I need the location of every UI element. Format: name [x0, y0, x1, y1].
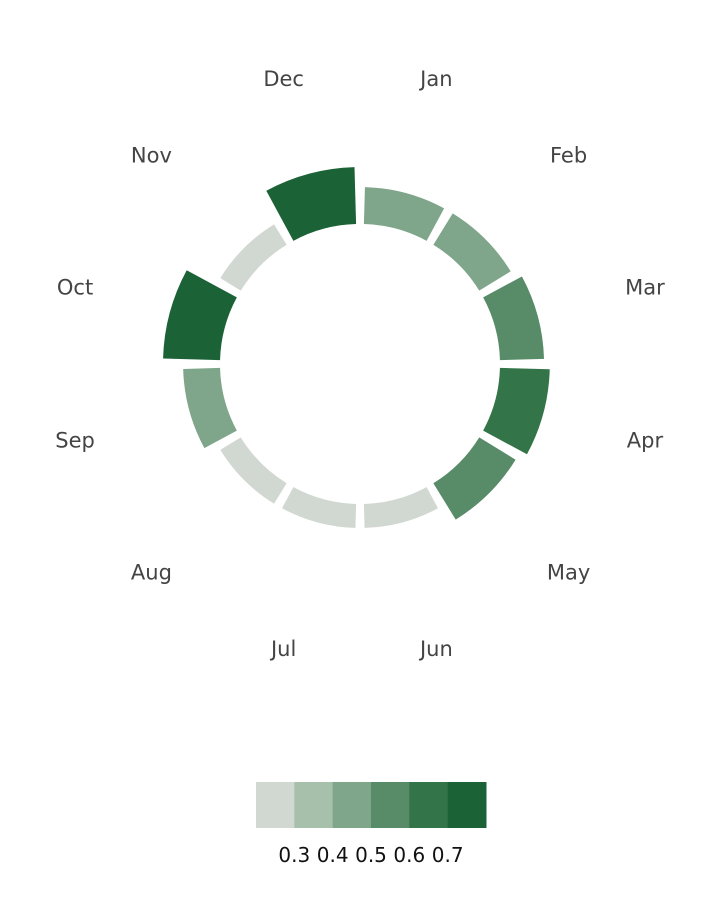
bar-may: [433, 437, 516, 520]
legend-tick-label: 0.5: [355, 843, 387, 867]
month-label-feb: Feb: [550, 143, 587, 167]
bars-layer: [163, 167, 550, 528]
legend-tick-label: 0.4: [317, 843, 349, 867]
bar-aug: [220, 437, 287, 504]
month-label-may: May: [547, 561, 590, 585]
month-label-sep: Sep: [55, 428, 95, 452]
bar-sep: [183, 367, 237, 449]
month-label-nov: Nov: [131, 143, 172, 167]
month-label-oct: Oct: [57, 276, 93, 300]
month-label-jun: Jun: [418, 637, 453, 661]
legend-swatch-3: [371, 782, 410, 828]
legend-swatch-1: [294, 782, 334, 828]
legend-tick-label: 0.7: [432, 843, 464, 867]
month-label-dec: Dec: [263, 67, 304, 91]
legend-tick-label: 0.6: [393, 843, 425, 867]
bar-jan: [363, 187, 445, 241]
color-legend: 0.3 0.4 0.5 0.6 0.7: [256, 782, 487, 867]
bar-jun: [363, 487, 439, 528]
month-labels-layer: Jan Feb Mar Apr May Jun Jul Aug Sep Oct Nov Dec: [55, 67, 665, 661]
legend-swatch-0: [256, 782, 295, 828]
month-label-jan: Jan: [418, 67, 452, 91]
bar-jul: [281, 487, 357, 528]
month-label-jul: Jul: [269, 637, 296, 661]
legend-tick-label: 0.3: [278, 843, 310, 867]
legend-swatch-2: [332, 782, 372, 828]
legend-swatch-4: [409, 782, 449, 828]
bar-dec: [266, 167, 357, 241]
month-label-aug: Aug: [131, 561, 172, 585]
bar-mar: [483, 276, 545, 361]
bar-feb: [433, 213, 511, 291]
month-label-mar: Mar: [625, 276, 665, 300]
month-label-apr: Apr: [627, 428, 664, 452]
bar-nov: [220, 224, 287, 291]
bar-apr: [483, 367, 550, 455]
legend-swatch-5: [447, 782, 487, 828]
bar-oct: [163, 270, 237, 361]
